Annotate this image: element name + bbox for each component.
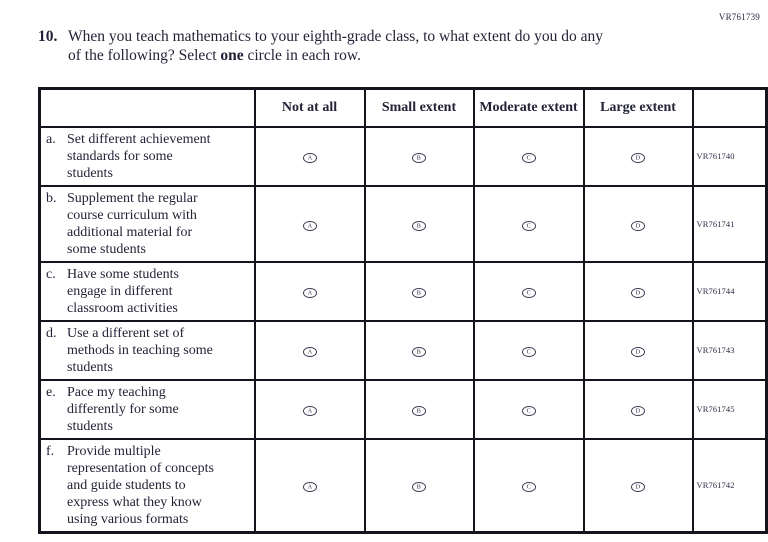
row-item-letter: d. [46,325,57,341]
option-bubble-c[interactable]: C [521,220,536,231]
row-label: Have some students engage in different cla… [67,266,179,316]
row-code: VR761743 [691,319,768,381]
question-block: 10. When you teach mathematics to your e… [38,27,688,65]
table-row: d. Use a different set of methods in teac… [38,319,768,381]
row-code: VR761740 [691,125,768,187]
row-label: Pace my teaching differently for some stud… [67,384,179,434]
question-text: When you teach mathematics to your eight… [68,27,603,65]
row-item-letter: e. [46,384,56,400]
option-bubble-c[interactable]: C [521,153,536,163]
survey-table: Not at all Small extent Moderate extent … [38,87,768,534]
table-row: b. Supplement the regular course curricul… [38,184,768,263]
option-bubble-d[interactable]: D [631,153,645,163]
option-bubble-c[interactable]: C [521,482,536,492]
row-code: VR761744 [691,260,768,322]
option-bubble-b[interactable]: B [412,482,426,492]
col-header-not-at-all: Not at all [253,87,366,128]
question-line2-post: circle in each row. [243,47,361,64]
table-row: e. Pace my teaching differently for some s… [38,378,768,440]
row-label: Supplement the regular course curriculum … [67,190,198,257]
table-row: a. Set different achievement standards fo… [38,125,768,187]
header-row: Not at all Small extent Moderate extent … [38,87,768,128]
option-bubble-b[interactable]: B [412,288,426,298]
row-item-letter: f. [46,443,55,459]
row-label: Set different achievement standards for s… [67,131,211,181]
col-header-large-extent: Large extent [582,87,694,128]
question-line1: When you teach mathematics to your eight… [68,28,604,45]
row-item-letter: c. [46,266,56,282]
row-label: Provide multiple representation of concep… [67,443,214,527]
option-bubble-b[interactable]: B [412,347,426,357]
row-code: VR761741 [691,184,768,263]
row-item-letter: a. [46,131,56,147]
question-line2-pre: of the following? Select [68,47,221,64]
option-bubble-c[interactable]: C [521,347,536,357]
option-bubble-c[interactable]: C [521,406,536,416]
code-column-header [691,87,768,128]
option-bubble-b[interactable]: B [412,153,426,163]
option-bubble-b[interactable]: B [412,406,426,416]
row-label: Use a different set of methods in teachin… [67,325,213,375]
option-bubble-a[interactable]: A [302,288,317,298]
option-bubble-a[interactable]: A [302,406,317,416]
row-code: VR761742 [691,437,768,533]
row-item-letter: b. [46,190,57,206]
row-code: VR761745 [691,378,768,440]
question-number: 10. [38,28,58,45]
option-bubble-a[interactable]: A [302,482,317,492]
page-code: VR761739 [718,12,760,22]
col-header-moderate-extent: Moderate extent [472,87,585,128]
option-bubble-d[interactable]: D [631,482,645,492]
table-row: c. Have some students engage in different… [38,260,768,322]
option-bubble-d[interactable]: D [631,288,645,298]
option-bubble-d[interactable]: D [631,220,645,231]
table-row: f. Provide multiple representation of con… [38,437,768,533]
option-bubble-a[interactable]: A [302,220,317,231]
option-bubble-d[interactable]: D [631,406,645,416]
corner-cell [38,87,256,128]
option-bubble-a[interactable]: A [302,347,317,357]
question-line2-bold: one [220,47,244,64]
option-bubble-d[interactable]: D [631,347,645,357]
option-bubble-c[interactable]: C [521,288,536,298]
option-bubble-b[interactable]: B [412,220,426,231]
option-bubble-a[interactable]: A [302,153,317,163]
col-header-small-extent: Small extent [363,87,475,128]
